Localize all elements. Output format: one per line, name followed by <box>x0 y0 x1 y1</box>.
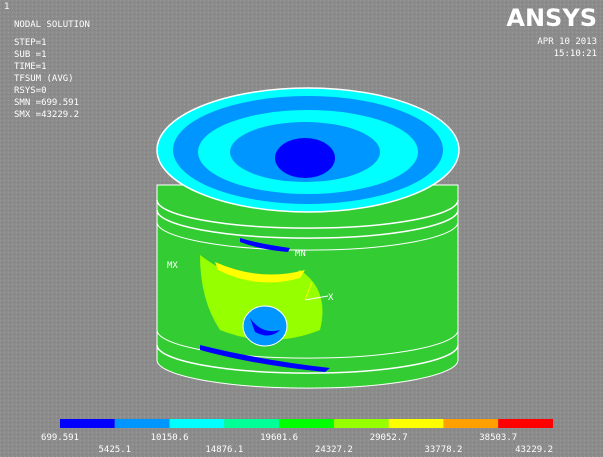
min-label: MN <box>295 249 306 259</box>
legend-label: 24327.2 <box>315 445 353 455</box>
time: 15:10:21 <box>554 49 597 59</box>
ansys-viewport: 1 NODAL SOLUTION STEP=1 SUB =1 TIME=1 TFSUM … <box>0 0 603 457</box>
logo: ANSYS <box>506 4 597 32</box>
info-line: SMX =43229.2 <box>14 110 79 120</box>
legend-label: 38503.7 <box>479 433 517 443</box>
legend-swatch <box>170 419 225 428</box>
legend-swatch <box>334 419 389 428</box>
piston-model: MN MX X <box>157 88 459 388</box>
legend-label: 43229.2 <box>515 445 553 455</box>
legend-label: 14876.1 <box>205 445 243 455</box>
info-line: RSYS=0 <box>14 86 47 96</box>
window-number: 1 <box>4 2 9 12</box>
axis-label: X <box>328 293 334 303</box>
legend-swatch <box>115 419 170 428</box>
legend-swatch <box>60 419 115 428</box>
legend-label: 699.591 <box>41 433 79 443</box>
info-line: SMN =699.591 <box>14 98 79 108</box>
legend-swatch <box>443 419 498 428</box>
info-line: NODAL SOLUTION <box>14 20 90 30</box>
legend-swatch <box>498 419 553 428</box>
legend-swatch <box>224 419 279 428</box>
legend-label: 33778.2 <box>424 445 462 455</box>
legend-label: 10150.6 <box>151 433 189 443</box>
graphics: 1 NODAL SOLUTION STEP=1 SUB =1 TIME=1 TFSUM … <box>0 0 603 457</box>
info-line: TFSUM (AVG) <box>14 74 74 84</box>
max-label: MX <box>167 261 178 271</box>
legend-label: 5425.1 <box>99 445 132 455</box>
info-line: SUB =1 <box>14 50 47 60</box>
info-line: TIME=1 <box>14 62 47 72</box>
legend-label: 29052.7 <box>370 433 408 443</box>
legend-swatch <box>279 419 334 428</box>
legend-swatch <box>389 419 444 428</box>
legend-label: 19601.6 <box>260 433 298 443</box>
info-line: STEP=1 <box>14 38 47 48</box>
date: APR 10 2013 <box>537 37 597 47</box>
